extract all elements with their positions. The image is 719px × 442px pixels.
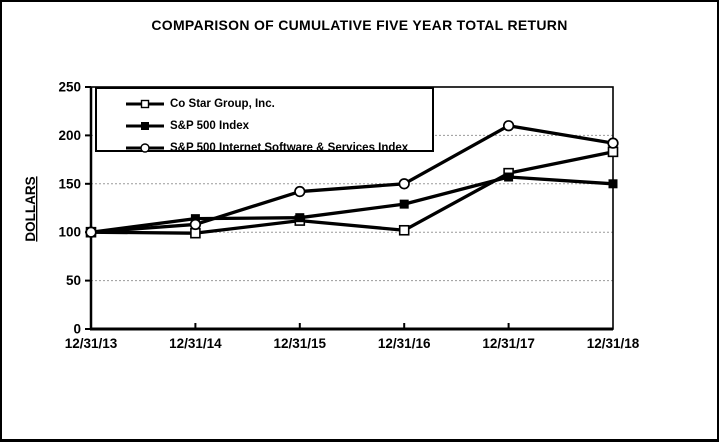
y-tick-label: 0 [73, 322, 81, 337]
y-tick-label: 150 [58, 176, 81, 191]
x-tick-label: 12/31/18 [587, 336, 640, 351]
series-line-1 [89, 175, 615, 234]
data-point-open-circle [85, 226, 97, 238]
data-point-filled-square [504, 172, 514, 182]
data-point-filled-square [399, 199, 409, 209]
data-point-open-circle [294, 185, 306, 198]
filled-square-line-marker-icon [126, 121, 164, 130]
x-tick-label: 12/31/17 [482, 336, 535, 351]
data-point-filled-square [295, 213, 305, 223]
y-tick-label: 200 [58, 128, 81, 143]
x-tick-label: 12/31/15 [274, 336, 327, 351]
data-point-open-circle [607, 137, 619, 149]
x-tick-label: 12/31/13 [65, 336, 118, 351]
y-tick-label: 250 [58, 80, 81, 95]
x-tick-label: 12/31/14 [169, 336, 222, 351]
y-tick-label: 100 [58, 225, 81, 240]
legend-label-sp500: S&P 500 Index [170, 119, 250, 132]
y-axis-title: DOLLARS [23, 176, 38, 241]
series-line-2 [89, 124, 615, 234]
data-point-open-square [398, 224, 410, 236]
open-square-line-marker-icon [126, 99, 164, 108]
data-point-open-circle [502, 120, 515, 132]
legend-item-sp500: S&P 500 Index [126, 116, 432, 135]
series-line-0 [89, 150, 615, 235]
legend-label-costar: Co Star Group, Inc. [170, 97, 275, 110]
legend-label-internet-index: S&P 500 Internet Software & Services Ind… [170, 141, 409, 154]
chart-legend: Co Star Group, Inc. S&P 500 Index S&P 50… [95, 87, 434, 154]
data-point-open-circle [189, 218, 202, 231]
data-point-filled-square [190, 214, 200, 224]
x-tick-label: 12/31/16 [378, 336, 431, 351]
data-point-open-circle [398, 178, 410, 190]
legend-item-costar: Co Star Group, Inc. [126, 94, 432, 113]
chart-title: COMPARISON OF CUMULATIVE FIVE YEAR TOTAL… [151, 17, 568, 33]
data-point-filled-square [608, 179, 618, 189]
legend-item-internet-index: S&P 500 Internet Software & Services Ind… [126, 138, 432, 157]
y-tick-label: 50 [66, 273, 81, 288]
open-circle-line-marker-icon [126, 142, 164, 153]
